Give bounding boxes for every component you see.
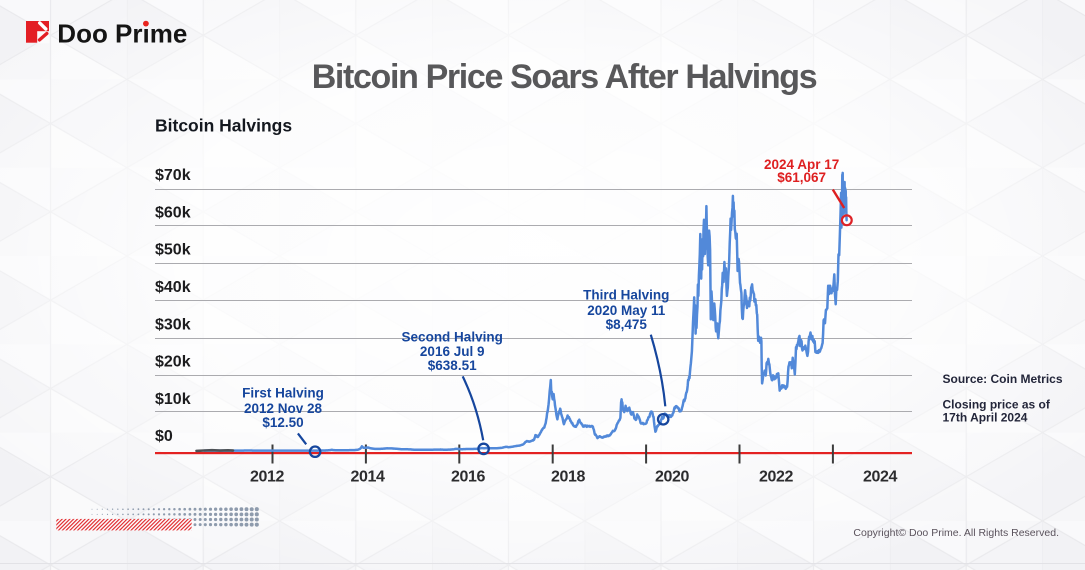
svg-text:$30k: $30k bbox=[155, 316, 191, 333]
svg-text:First Halving: First Halving bbox=[242, 385, 324, 400]
svg-text:Source: Coin Metrics: Source: Coin Metrics bbox=[943, 372, 1063, 386]
svg-text:2024 Apr 17: 2024 Apr 17 bbox=[764, 157, 839, 172]
svg-text:$8,475: $8,475 bbox=[606, 317, 648, 332]
svg-text:2014: 2014 bbox=[351, 469, 385, 486]
svg-text:Copyright© Doo Prime. All Righ: Copyright© Doo Prime. All Rights Reserve… bbox=[853, 527, 1059, 539]
svg-text:$0: $0 bbox=[155, 428, 173, 445]
svg-text:$60k: $60k bbox=[155, 204, 191, 221]
svg-text:2012 Nov 28: 2012 Nov 28 bbox=[244, 401, 323, 416]
svg-text:2018: 2018 bbox=[551, 469, 585, 486]
svg-text:$70k: $70k bbox=[155, 167, 191, 184]
svg-text:17th April 2024: 17th April 2024 bbox=[943, 410, 1028, 424]
svg-text:$12.50: $12.50 bbox=[262, 415, 303, 430]
svg-text:2024: 2024 bbox=[863, 469, 897, 486]
svg-text:2020: 2020 bbox=[655, 469, 689, 486]
svg-text:$20k: $20k bbox=[155, 354, 191, 371]
svg-text:2022: 2022 bbox=[759, 469, 793, 486]
svg-text:$50k: $50k bbox=[155, 242, 191, 259]
svg-text:$10k: $10k bbox=[155, 391, 191, 408]
svg-text:2012: 2012 bbox=[250, 469, 284, 486]
svg-text:Third Halving: Third Halving bbox=[583, 288, 669, 303]
svg-text:$40k: $40k bbox=[155, 279, 191, 296]
svg-text:$61,067: $61,067 bbox=[777, 170, 826, 185]
svg-text:Doo Prıme: Doo Prıme bbox=[57, 19, 187, 49]
svg-text:2016: 2016 bbox=[451, 469, 485, 486]
svg-text:2020 May 11: 2020 May 11 bbox=[587, 303, 666, 318]
svg-text:Second Halving: Second Halving bbox=[402, 329, 503, 344]
svg-text:$638.51: $638.51 bbox=[428, 358, 477, 373]
svg-text:Bitcoin Halvings: Bitcoin Halvings bbox=[155, 116, 292, 136]
svg-text:Bitcoin Price Soars After Halv: Bitcoin Price Soars After Halvings bbox=[312, 58, 817, 96]
svg-text:Closing price as of: Closing price as of bbox=[943, 397, 1051, 411]
svg-text:2016 Jul 9: 2016 Jul 9 bbox=[420, 344, 485, 359]
